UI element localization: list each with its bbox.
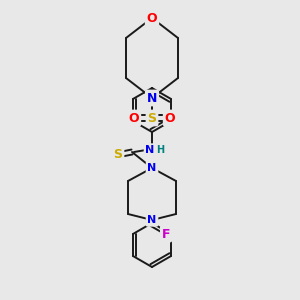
Text: N: N xyxy=(147,215,157,225)
Text: S: S xyxy=(113,148,122,160)
Text: O: O xyxy=(147,11,157,25)
Text: O: O xyxy=(165,112,175,124)
Text: O: O xyxy=(129,112,139,124)
Text: H: H xyxy=(156,145,164,155)
Text: N: N xyxy=(147,92,157,104)
Text: F: F xyxy=(162,227,170,241)
Text: N: N xyxy=(147,163,157,173)
Text: S: S xyxy=(148,112,157,124)
Text: N: N xyxy=(146,145,154,155)
